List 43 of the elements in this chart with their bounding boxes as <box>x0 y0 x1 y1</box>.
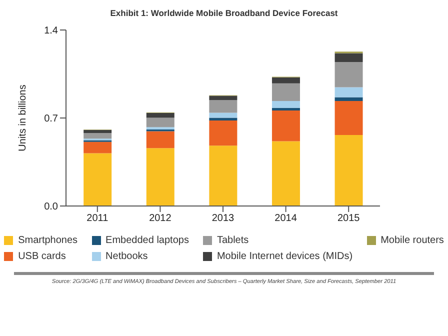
bar <box>272 141 300 206</box>
bar <box>334 101 363 135</box>
bar <box>334 62 363 88</box>
bar <box>272 110 300 142</box>
bar <box>272 101 300 108</box>
bar <box>334 53 363 62</box>
legend-label: Smartphones <box>18 234 78 246</box>
bar <box>272 83 300 102</box>
legend-label: USB cards <box>18 250 66 262</box>
legend-label: Netbooks <box>106 250 148 262</box>
x-tick-label: 2015 <box>337 213 360 224</box>
bar <box>334 97 363 102</box>
bar <box>209 100 238 113</box>
bar <box>209 120 238 146</box>
x-tick-label: 2011 <box>86 213 109 224</box>
y-axis-title: Units in billions <box>18 84 29 152</box>
bar <box>84 130 112 133</box>
bar <box>272 77 300 84</box>
bar <box>209 118 238 121</box>
bar <box>146 148 174 206</box>
legend-label: Tablets <box>216 234 249 246</box>
bar <box>334 87 363 98</box>
x-tick-label: 2012 <box>149 213 172 224</box>
bar <box>146 118 174 128</box>
bar <box>209 112 238 118</box>
x-tick-label: 2013 <box>212 213 235 224</box>
bar <box>84 153 112 206</box>
bar <box>84 142 112 154</box>
legend-label: Embedded laptops <box>106 234 189 246</box>
bar <box>272 108 300 110</box>
y-tick-label: 0.0 <box>44 202 58 213</box>
bar <box>84 132 112 139</box>
x-tick-label: 2014 <box>274 213 298 224</box>
chart-title: Exhibit 1: Worldwide Mobile Broadband Device Forecast <box>109 8 339 18</box>
bar <box>209 146 238 206</box>
legend-label: Mobile routers <box>380 234 444 246</box>
bar <box>334 134 363 206</box>
bar <box>146 112 174 118</box>
legend-label: Mobile Internet devices (MIDs) <box>216 250 353 262</box>
bar <box>209 96 238 100</box>
y-tick-label: 0.7 <box>44 114 58 125</box>
bar <box>146 131 174 148</box>
y-tick-label: 1.4 <box>44 26 58 37</box>
